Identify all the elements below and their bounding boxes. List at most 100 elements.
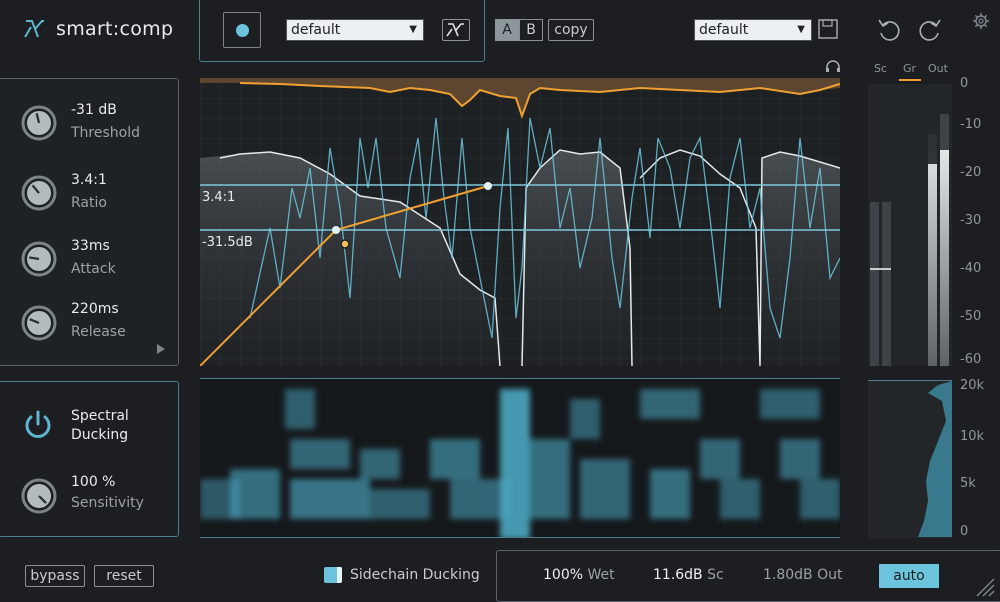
input-signal (249, 117, 840, 339)
scale-50: -50 (960, 309, 982, 324)
sidechain-toggle[interactable] (324, 567, 342, 583)
scale-40: -40 (960, 261, 982, 276)
attack-value: 33ms (71, 238, 110, 254)
headphones-icon (826, 60, 840, 72)
chevron-down-icon: ▼ (797, 24, 805, 35)
save-button[interactable] (818, 19, 838, 39)
scale-20: -20 (960, 165, 982, 180)
redo-icon (919, 19, 941, 41)
knob (21, 305, 57, 341)
freq-0: 0 (960, 524, 969, 539)
learn-icon (446, 23, 464, 37)
output-panel: 100% Wet 11.6dB Sc 1.80dB Out auto (496, 550, 1000, 602)
preset-dropdown-right[interactable]: default ▼ (694, 19, 812, 41)
sensitivity-value: 100 % (71, 474, 116, 490)
graph-canvas (200, 78, 840, 366)
chevron-down-icon: ▼ (409, 24, 417, 35)
release-value: 220ms (71, 301, 119, 317)
gear-icon (973, 13, 989, 29)
spectrogram (200, 389, 840, 537)
sonible-logo-icon (24, 20, 44, 38)
bypass-button[interactable]: bypass (25, 565, 85, 587)
redo-button[interactable] (916, 16, 944, 44)
preset-dropdown-left[interactable]: default ▼ (286, 19, 424, 41)
auto-button[interactable]: auto (879, 564, 939, 588)
expand-arrow-icon[interactable] (157, 344, 165, 354)
release-label: Release (71, 324, 126, 340)
record-dot-icon (236, 24, 249, 37)
attack-label: Attack (71, 261, 116, 277)
meter-gr-active-underline (899, 79, 921, 81)
toggle-knob (337, 567, 342, 583)
out-value: 1.80dB (763, 567, 813, 583)
out-meter-left-level (928, 164, 937, 366)
spectral-display (200, 378, 840, 538)
ratio-knob[interactable] (21, 175, 57, 211)
app-title: smart:comp (56, 18, 174, 40)
knob (21, 478, 57, 514)
scale-30: -30 (960, 213, 982, 228)
sc-value: 11.6dB (653, 567, 703, 583)
attack-knob[interactable] (21, 241, 57, 277)
wet-value: 100% (543, 567, 584, 583)
headphones-button[interactable] (825, 58, 841, 72)
sidechain-label: Sidechain Ducking (350, 567, 480, 583)
output-area (200, 150, 840, 366)
knob (21, 175, 57, 211)
compressor-params-panel: -31 dB Threshold 3.4:1 Ratio 33ms Attack… (0, 78, 179, 366)
reset-button[interactable]: reset (94, 565, 154, 587)
save-icon (818, 19, 838, 39)
ratio-value: 3.4:1 (71, 172, 107, 188)
preset-panel: default ▼ (199, 0, 485, 62)
meters-area (868, 84, 952, 366)
spectral-title-2: Ducking (71, 427, 129, 443)
sc-label: Sc (707, 567, 724, 583)
spectral-power-button[interactable] (21, 408, 55, 442)
freq-10k: 10k (960, 429, 985, 444)
freq-20k: 20k (960, 378, 985, 393)
meter-label-sc[interactable]: Sc (874, 62, 888, 75)
freq-profile (868, 380, 952, 538)
meter-label-gr[interactable]: Gr (903, 62, 917, 75)
compression-graph[interactable]: 3.4:1 -31.5dB (200, 78, 840, 366)
ab-b-button[interactable]: B (519, 19, 543, 41)
sc-readout[interactable]: 11.6dB Sc (653, 567, 724, 583)
knob (21, 241, 57, 277)
ratio-handle[interactable] (484, 182, 492, 190)
wet-label: Wet (587, 567, 615, 583)
spectral-title-1: Spectral (71, 408, 129, 424)
undo-button[interactable] (875, 16, 903, 44)
threshold-value: -31 dB (71, 102, 117, 118)
logo: smart:comp (24, 16, 194, 44)
record-button[interactable] (223, 12, 261, 48)
learn-button[interactable] (442, 19, 470, 41)
out-label: Out (817, 567, 843, 583)
wet-readout[interactable]: 100% Wet (543, 567, 615, 583)
threshold-handle[interactable] (332, 226, 340, 234)
knob (21, 105, 57, 141)
ab-a-button[interactable]: A (495, 19, 519, 41)
copy-button[interactable]: copy (548, 19, 594, 41)
ratio-graph-label: 3.4:1 (202, 190, 236, 205)
ratio-label: Ratio (71, 195, 107, 211)
sensitivity-label: Sensitivity (71, 495, 144, 511)
power-icon (25, 410, 51, 438)
sc-peak-marker (870, 268, 891, 270)
spectral-ducking-panel: Spectral Ducking 100 % Sensitivity (0, 381, 179, 537)
knee-handle[interactable] (340, 239, 350, 249)
resize-handle-icon[interactable] (973, 575, 995, 597)
out-meter-right-level (940, 150, 949, 366)
out-readout[interactable]: 1.80dB Out (763, 567, 843, 583)
gain-reduction-line (239, 82, 840, 120)
threshold-graph-label: -31.5dB (202, 235, 253, 250)
sc-meter-left (870, 202, 879, 366)
settings-button[interactable] (972, 12, 990, 30)
undo-icon (878, 19, 900, 41)
release-knob[interactable] (21, 305, 57, 341)
threshold-knob[interactable] (21, 105, 57, 141)
sc-meter-right (882, 202, 891, 366)
meter-label-out[interactable]: Out (928, 62, 948, 75)
threshold-label: Threshold (71, 125, 140, 141)
sensitivity-knob[interactable] (21, 478, 57, 514)
scale-10: -10 (960, 117, 982, 132)
